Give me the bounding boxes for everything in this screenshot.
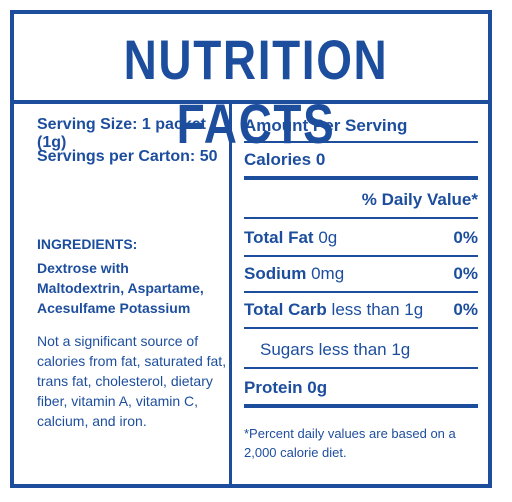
- sugars-row: Sugars less than 1g: [260, 340, 411, 359]
- label-frame: [10, 10, 492, 488]
- divider: [244, 176, 478, 180]
- nutrient-row-total-carb: Total Carb less than 1g 0%: [244, 300, 478, 320]
- nutrient-row-total-fat: Total Fat 0g 0%: [244, 228, 478, 248]
- nutrient-row-sodium: Sodium 0mg 0%: [244, 264, 478, 284]
- calories-value: 0: [315, 150, 326, 169]
- divider: [244, 404, 478, 408]
- protein-label: Protein: [244, 378, 303, 397]
- protein-value: 0g: [307, 378, 328, 397]
- servings-per-carton: Servings per Carton: 50: [37, 148, 218, 165]
- divider: [244, 367, 478, 369]
- calories-row: Calories 0: [244, 150, 478, 170]
- divider: [244, 327, 478, 329]
- divider: [244, 141, 478, 143]
- nutrient-pct: 0%: [453, 300, 478, 319]
- nutrient-amount: 0g: [318, 228, 338, 247]
- daily-value-footnote: *Percent daily values are based on a 2,0…: [244, 426, 456, 460]
- divider: [244, 217, 478, 219]
- nutrient-name: Total Carb: [244, 300, 327, 319]
- divider: [244, 255, 478, 257]
- protein-row: Protein 0g: [244, 378, 478, 398]
- nutrient-name: Total Fat: [244, 228, 314, 247]
- divider: [244, 291, 478, 293]
- ingredients-text: Dextrose with Maltodextrin, Aspartame, A…: [37, 260, 204, 316]
- nutrient-note: Not a significant source of calories fro…: [37, 333, 227, 429]
- amount-per-serving: Amount Per Serving: [244, 116, 408, 135]
- ingredients-heading: INGREDIENTS:: [37, 236, 138, 252]
- nutrient-amount: less than 1g: [331, 300, 424, 319]
- title-divider: [14, 100, 492, 104]
- daily-value-header: % Daily Value*: [361, 190, 478, 209]
- nutrient-name: Sodium: [244, 264, 307, 283]
- nutrient-amount: 0mg: [311, 264, 345, 283]
- nutrient-pct: 0%: [453, 264, 478, 283]
- nutrient-pct: 0%: [453, 228, 478, 247]
- calories-label: Calories: [244, 150, 312, 169]
- serving-size: Serving Size: 1 packet (1g): [37, 116, 206, 151]
- column-divider: [229, 104, 232, 484]
